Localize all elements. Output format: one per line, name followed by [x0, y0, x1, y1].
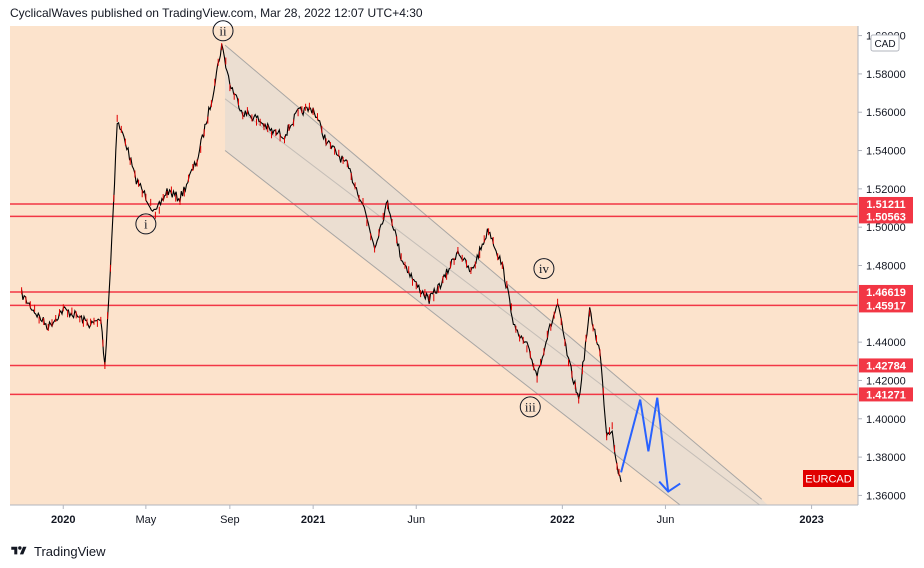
tradingview-footer[interactable]: TradingView	[10, 541, 106, 561]
y-tick-label-5: 1.50000	[866, 222, 906, 234]
currency-badge-bg	[870, 34, 900, 52]
wave-circle-iv	[533, 258, 555, 280]
level-badge-bg-1	[859, 209, 913, 224]
y-tick-label-10: 1.38000	[866, 452, 906, 464]
y-tick-label-1: 1.58000	[866, 69, 906, 81]
level-badge-4: 1.42784	[859, 358, 913, 373]
level-badge-text-2: 1.46619	[866, 287, 906, 299]
level-badge-text-5: 1.41271	[866, 389, 906, 401]
y-tick-label-2: 1.56000	[866, 107, 906, 119]
wave-circle-i	[135, 213, 157, 235]
channel-upper-line	[224, 44, 763, 500]
level-badge-0: 1.51211	[859, 196, 913, 211]
symbol-badge-bg	[803, 470, 854, 487]
channel-lower-line	[224, 150, 681, 505]
y-tick-label-6: 1.48000	[866, 261, 906, 273]
wave-label-i: i	[135, 213, 157, 235]
footer-brand: TradingView	[34, 543, 106, 559]
price-down-candles	[21, 43, 620, 476]
projection-path	[620, 397, 681, 493]
wave-circle-iii	[519, 396, 541, 418]
x-tick-label-4: Jun	[407, 514, 425, 526]
x-tick-label-1: May	[135, 514, 156, 526]
x-tick-label-2: Sep	[220, 514, 240, 526]
symbol-badge: EURCAD	[803, 470, 854, 487]
y-tick-label-4: 1.52000	[866, 184, 906, 196]
wave-text-iii: iii	[525, 399, 536, 414]
level-badge-text-0: 1.51211	[866, 199, 905, 211]
x-tick-label-3: 2021	[301, 514, 325, 526]
x-tick-label-7: 2023	[799, 514, 823, 526]
level-badge-bg-0	[859, 196, 913, 211]
projection-line	[620, 397, 670, 492]
currency-badge-text: CAD	[874, 39, 895, 50]
wave-text-i: i	[144, 216, 148, 231]
axes: 1.600001.580001.560001.540001.520001.500…	[10, 26, 913, 526]
regression-channel	[224, 44, 768, 505]
wave-circle-ii	[212, 20, 234, 42]
level-badge-bg-5	[859, 387, 913, 402]
currency-badge: CAD	[870, 34, 900, 52]
level-badge-text-1: 1.50563	[866, 211, 906, 223]
wave-label-ii: ii	[212, 20, 234, 42]
x-tick-label-5: 2022	[550, 514, 574, 526]
y-tick-label-11: 1.36000	[866, 490, 906, 502]
projection-arrowhead	[658, 480, 681, 493]
x-tick-label-0: 2020	[51, 514, 75, 526]
level-badge-bg-4	[859, 358, 913, 373]
level-badge-bg-2	[859, 284, 913, 299]
level-badge-5: 1.41271	[859, 387, 913, 402]
horizontal-levels	[10, 203, 858, 396]
level-badge-3: 1.45917	[859, 298, 913, 313]
level-badge-1: 1.50563	[859, 209, 913, 224]
y-tick-label-7: 1.44000	[866, 337, 906, 349]
tradingview-logo-icon	[11, 546, 27, 555]
publisher-caption: CyclicalWaves published on TradingView.c…	[10, 6, 423, 20]
symbol-badge-text: EURCAD	[805, 474, 852, 486]
wave-label-iv: iv	[533, 258, 555, 280]
y-tick-label-9: 1.40000	[866, 414, 906, 426]
plot-background	[10, 26, 858, 505]
level-badge-text-4: 1.42784	[866, 360, 907, 372]
price-series	[21, 43, 622, 483]
wave-text-iv: iv	[539, 261, 550, 276]
level-badge-2: 1.46619	[859, 284, 913, 299]
y-tick-label-3: 1.54000	[866, 146, 906, 158]
wave-text-ii: ii	[219, 23, 227, 38]
wave-label-iii: iii	[519, 396, 541, 418]
level-badge-bg-3	[859, 298, 913, 313]
x-tick-label-6: Jun	[657, 514, 675, 526]
y-tick-label-8: 1.42000	[866, 375, 906, 387]
level-badge-text-3: 1.45917	[866, 300, 906, 312]
